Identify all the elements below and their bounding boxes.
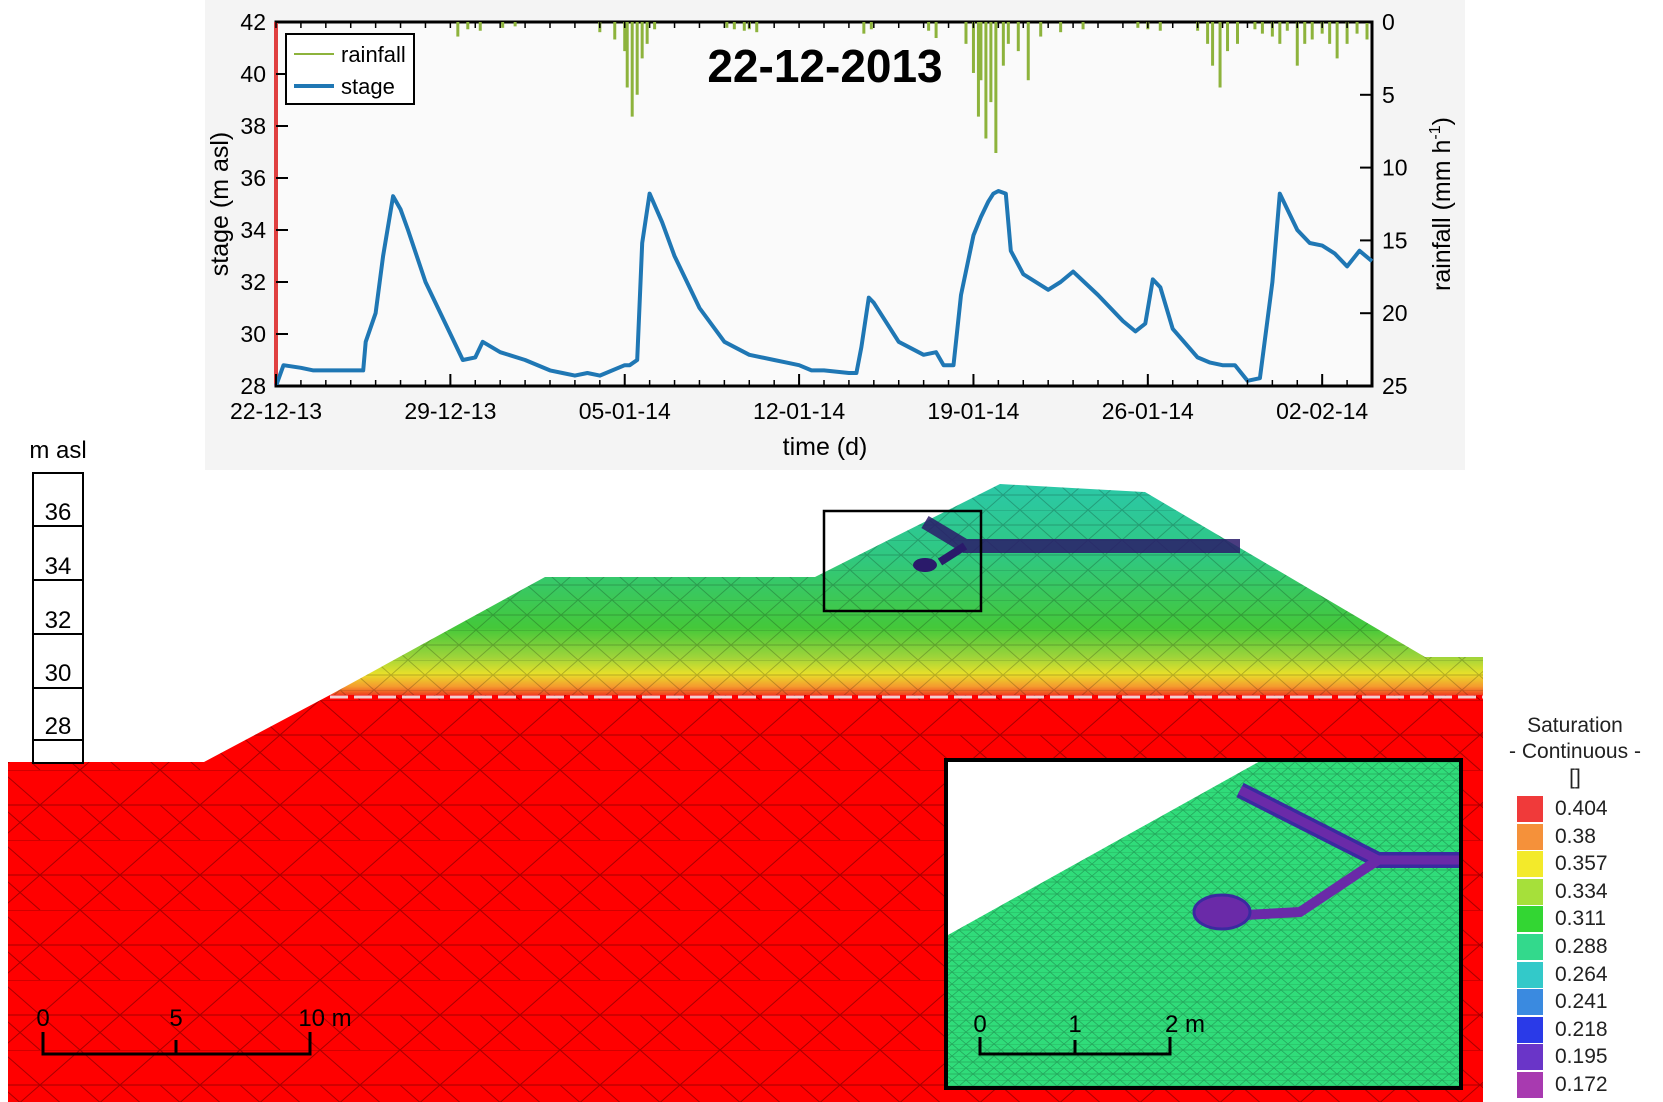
main-scale-label-0: 0	[36, 1005, 49, 1032]
inset-scale-line	[978, 1037, 1172, 1056]
main-scale-line	[41, 1032, 312, 1056]
y-axis-label: stage (m asl)	[206, 132, 234, 276]
legend-swatch	[1517, 878, 1543, 905]
plot-area	[274, 20, 1374, 388]
ruler-frame	[32, 472, 84, 764]
x-tick-label: 05-01-14	[579, 398, 671, 424]
inset-burrow-branch	[1244, 855, 1381, 920]
elevation-tick-32: 32	[45, 607, 72, 634]
y-tick-label: 32	[240, 269, 266, 295]
x-tick-label: 12-01-14	[753, 398, 845, 424]
legend-subtitle: - Continuous -	[1509, 740, 1641, 763]
y-tick-label: 38	[240, 113, 266, 139]
inset-scale-label-2: 2 m	[1165, 1011, 1205, 1038]
legend-swatch	[1517, 906, 1543, 933]
legend-value: 0.288	[1555, 935, 1608, 958]
y2-axis-label-exponent: -1	[1427, 125, 1444, 139]
zoom-inset: 0 1 2 m	[944, 758, 1463, 1090]
zoom-region-box	[822, 509, 983, 613]
x-axis-label: time (d)	[783, 433, 868, 461]
legend-frame	[285, 33, 415, 105]
inset-frame	[944, 758, 1463, 1090]
legend-swatch	[1517, 1072, 1543, 1098]
main-scale-bar: 0 5 10 m	[36, 1005, 352, 1056]
y2-tick-label: 5	[1382, 82, 1395, 108]
y2-tick-label: 20	[1382, 300, 1408, 326]
legend-title: Saturation	[1527, 714, 1623, 737]
embankment-mesh	[330, 484, 1483, 695]
legend-rainfall-label: rainfall	[341, 42, 406, 67]
legend-value: 0.38	[1555, 824, 1596, 848]
y-tick-label: 40	[240, 61, 266, 87]
elevation-tick-28: 28	[45, 713, 72, 740]
legend-swatch	[1517, 934, 1543, 960]
y-tick-label: 42	[240, 9, 266, 35]
main-scale-label-10: 10 m	[298, 1005, 351, 1032]
legend-swatch	[1517, 1016, 1543, 1043]
inset-scale-label-0: 0	[973, 1011, 986, 1038]
legend-value: 0.357	[1555, 852, 1608, 876]
legend-swatch	[1517, 823, 1543, 850]
y2-tick-label: 10	[1382, 155, 1408, 181]
x-tick-label: 22-12-13	[230, 398, 322, 424]
legend-unit: []	[1569, 766, 1581, 789]
legend-value: 0.264	[1555, 962, 1608, 986]
saturation-legend: Saturation - Continuous - [] 0.404 0.38 0.…	[1490, 712, 1663, 1102]
y2-tick-label: 25	[1382, 373, 1408, 399]
legend-swatch	[1517, 989, 1543, 1016]
y2-axis-label-text: rainfall (mm h	[1428, 140, 1456, 291]
chart-legend: rainfall stage	[285, 33, 415, 105]
main-scale-label-5: 5	[169, 1005, 182, 1032]
legend-value: 0.334	[1555, 879, 1608, 903]
elevation-ruler: m asl 36 34 32 30 28	[29, 437, 87, 764]
legend-swatch	[1517, 961, 1543, 988]
elevation-tick-36: 36	[45, 499, 72, 526]
legend-swatch	[1517, 796, 1543, 822]
legend-swatch	[1517, 1044, 1543, 1071]
y-tick-label: 34	[240, 217, 266, 243]
legend-value: 0.218	[1555, 1017, 1608, 1041]
inset-burrow-chamber	[1192, 893, 1252, 931]
legend-value: 0.195	[1555, 1045, 1608, 1069]
y-axis-left: 28 30 32 34 36 38 40 42	[240, 9, 288, 399]
x-tick-label: 29-12-13	[404, 398, 496, 424]
inset-scale-label-1: 1	[1068, 1011, 1081, 1038]
elevation-axis-title: m asl	[29, 437, 86, 464]
x-tick-label: 02-02-14	[1276, 398, 1368, 424]
elevation-tick-30: 30	[45, 660, 72, 687]
stage-series-line	[274, 189, 1374, 387]
x-axis: 22-12-13 29-12-13 05-01-14 12-01-14 19-01-14…	[230, 22, 1373, 424]
y2-axis-label: rainfall (mm h-1)	[1427, 117, 1456, 291]
elevation-tick-34: 34	[45, 553, 72, 580]
y-tick-label: 36	[240, 165, 266, 191]
x-tick-label: 26-01-14	[1102, 398, 1194, 424]
legend-value: 0.404	[1555, 797, 1608, 820]
legend-value: 0.311	[1555, 907, 1606, 931]
stage-rainfall-chart: 22-12-13 29-12-13 05-01-14 12-01-14 19-01-14…	[205, 0, 1465, 470]
y-axis-right: 0 5 10 15 20 25	[1360, 9, 1408, 399]
legend-value: 0.172	[1555, 1073, 1608, 1096]
x-tick-label: 19-01-14	[927, 398, 1019, 424]
legend-swatch	[1517, 851, 1543, 878]
rainfall-series	[456, 22, 1369, 154]
y2-axis-label-close: )	[1428, 117, 1456, 125]
chart-title: 22-12-2013	[707, 40, 942, 92]
y-tick-label: 28	[240, 373, 266, 399]
legend-stage-label: stage	[341, 74, 395, 99]
y2-tick-label: 0	[1382, 9, 1395, 35]
animal-burrow	[913, 515, 1240, 572]
legend-value: 0.241	[1555, 990, 1608, 1014]
y-tick-label: 30	[240, 321, 266, 347]
y2-tick-label: 15	[1382, 227, 1408, 253]
